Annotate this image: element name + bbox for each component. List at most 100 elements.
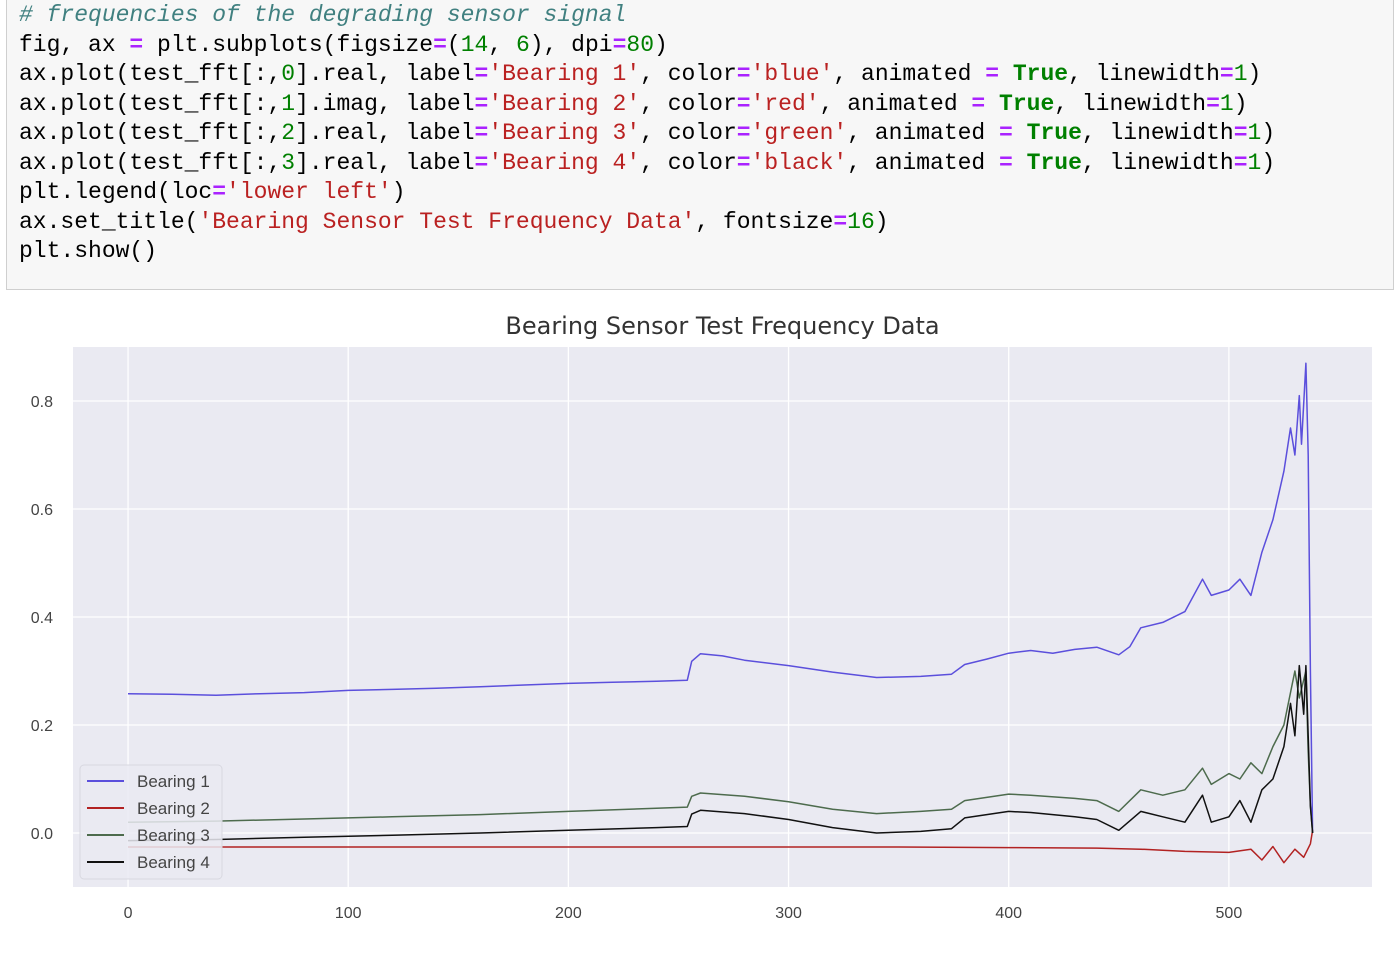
code-token: ].real, label xyxy=(295,120,475,146)
legend-label: Bearing 1 xyxy=(137,772,210,791)
code-token: = xyxy=(736,91,751,117)
code-token: , xyxy=(488,32,516,58)
code-token: = xyxy=(1233,150,1248,176)
code-token: True xyxy=(1012,61,1069,87)
code-line: ax.plot(test_fft[:,2].real, label='Beari… xyxy=(19,119,1275,147)
legend: Bearing 1 Bearing 2 Bearing 3 Bearing 4 xyxy=(79,764,223,880)
code-line: ax.plot(test_fft[:,3].real, label='Beari… xyxy=(19,149,1275,177)
code-token: , color xyxy=(640,61,737,87)
code-token: ( xyxy=(446,32,461,58)
code-token: = xyxy=(736,120,751,146)
code-token: = xyxy=(474,61,489,87)
x-tick-label: 300 xyxy=(775,905,802,922)
chart-title: Bearing Sensor Test Frequency Data xyxy=(505,312,939,340)
code-token xyxy=(1013,150,1027,176)
code-token: 3 xyxy=(281,150,296,176)
code-token: ax.set_title( xyxy=(19,209,199,235)
code-line: ax.plot(test_fft[:,1].imag, label='Beari… xyxy=(19,90,1248,118)
code-token xyxy=(999,61,1013,87)
code-token: 2 xyxy=(281,120,296,146)
code-token: ) xyxy=(1247,61,1262,87)
x-tick-label: 0 xyxy=(124,905,133,922)
x-tick-label: 400 xyxy=(995,905,1022,922)
code-token: ax.plot(test_fft[:, xyxy=(19,61,282,87)
legend-label: Bearing 2 xyxy=(137,799,210,818)
code-token: ) xyxy=(1261,120,1276,146)
code-token: = xyxy=(999,150,1013,176)
code-line: plt.legend(loc='lower left') xyxy=(19,178,406,206)
code-token: 'Bearing 1' xyxy=(488,61,641,87)
code-token: 1 xyxy=(281,91,296,117)
code-token: ), dpi xyxy=(529,32,613,58)
code-token: 6 xyxy=(515,32,530,58)
code-token: ].imag, label xyxy=(295,91,475,117)
code-token: 1 xyxy=(1219,91,1234,117)
code-token: 'Bearing Sensor Test Frequency Data' xyxy=(198,209,696,235)
code-token: 1 xyxy=(1247,120,1262,146)
code-token xyxy=(985,91,999,117)
code-token: ax.plot(test_fft[:, xyxy=(19,91,282,117)
code-token: 'green' xyxy=(750,120,848,146)
code-token: True xyxy=(1026,120,1082,146)
y-tick-label: 0.0 xyxy=(31,826,53,843)
code-token: , color xyxy=(640,91,737,117)
code-token: 14 xyxy=(460,32,489,58)
code-token: 'blue' xyxy=(750,61,834,87)
code-token: fig, ax xyxy=(19,32,130,58)
code-token: , animated xyxy=(847,120,1000,146)
code-token: = xyxy=(833,209,848,235)
code-line: fig, ax = plt.subplots(figsize=(14, 6), … xyxy=(19,31,668,59)
code-token: True xyxy=(999,91,1055,117)
code-token: = xyxy=(1219,61,1234,87)
code-token: 'Bearing 3' xyxy=(488,120,641,146)
code-cell[interactable]: # frequencies of the degrading sensor si… xyxy=(6,0,1394,290)
code-token: , linewidth xyxy=(1068,61,1220,87)
code-token: = xyxy=(1233,120,1248,146)
code-token: , color xyxy=(640,150,737,176)
series-line-bearing-3 xyxy=(127,670,1314,834)
legend-label: Bearing 4 xyxy=(137,853,210,872)
code-token: , linewidth xyxy=(1081,150,1234,176)
code-token: 'black' xyxy=(750,150,848,176)
series-line-bearing-1 xyxy=(127,362,1314,834)
code-token: plt.show() xyxy=(19,238,158,264)
output-area: 0 100 200 300 400 500 0.0 0.2 0.4 0.6 0.8 Bearing S… xyxy=(0,290,1400,956)
code-token: 1 xyxy=(1247,150,1262,176)
code-token: = xyxy=(999,120,1013,146)
code-token: ) xyxy=(874,209,889,235)
code-token: 0 xyxy=(281,61,296,87)
series-line-bearing-2 xyxy=(128,830,1314,864)
code-token: = xyxy=(474,91,489,117)
code-token: ) xyxy=(654,32,668,58)
y-tick-label: 0.6 xyxy=(31,502,53,519)
code-token: , linewidth xyxy=(1054,91,1207,117)
code-token: ) xyxy=(391,179,406,205)
x-tick-label: 500 xyxy=(1216,905,1243,922)
code-token: = xyxy=(474,150,489,176)
code-token: = xyxy=(433,32,447,58)
code-line: # frequencies of the degrading sensor si… xyxy=(19,1,626,29)
code-token: = xyxy=(474,120,489,146)
code-token: , animated xyxy=(833,61,986,87)
code-token: True xyxy=(1026,150,1082,176)
code-token: , color xyxy=(640,120,737,146)
code-token: ax.plot(test_fft[:, xyxy=(19,120,282,146)
code-token: 'lower left' xyxy=(226,179,392,205)
legend-label: Bearing 3 xyxy=(137,826,210,845)
code-token: # frequencies of the degrading sensor si… xyxy=(19,2,627,28)
y-tick-label: 0.4 xyxy=(31,610,53,627)
code-token: = xyxy=(1206,91,1220,117)
series-line-bearing-4 xyxy=(127,664,1314,842)
x-tick-label: 100 xyxy=(335,905,362,922)
code-token: 16 xyxy=(847,209,875,235)
legend-box xyxy=(79,764,223,880)
code-line: ax.set_title('Bearing Sensor Test Freque… xyxy=(19,208,889,236)
code-token: ) xyxy=(1233,91,1248,117)
code-token: = xyxy=(129,32,144,58)
x-tick-label: 200 xyxy=(555,905,582,922)
y-tick-label: 0.8 xyxy=(31,394,53,411)
code-token: = xyxy=(985,61,1000,87)
code-token: 'Bearing 4' xyxy=(488,150,641,176)
code-token: , fontsize xyxy=(695,209,834,235)
code-token: ].real, label xyxy=(295,150,475,176)
